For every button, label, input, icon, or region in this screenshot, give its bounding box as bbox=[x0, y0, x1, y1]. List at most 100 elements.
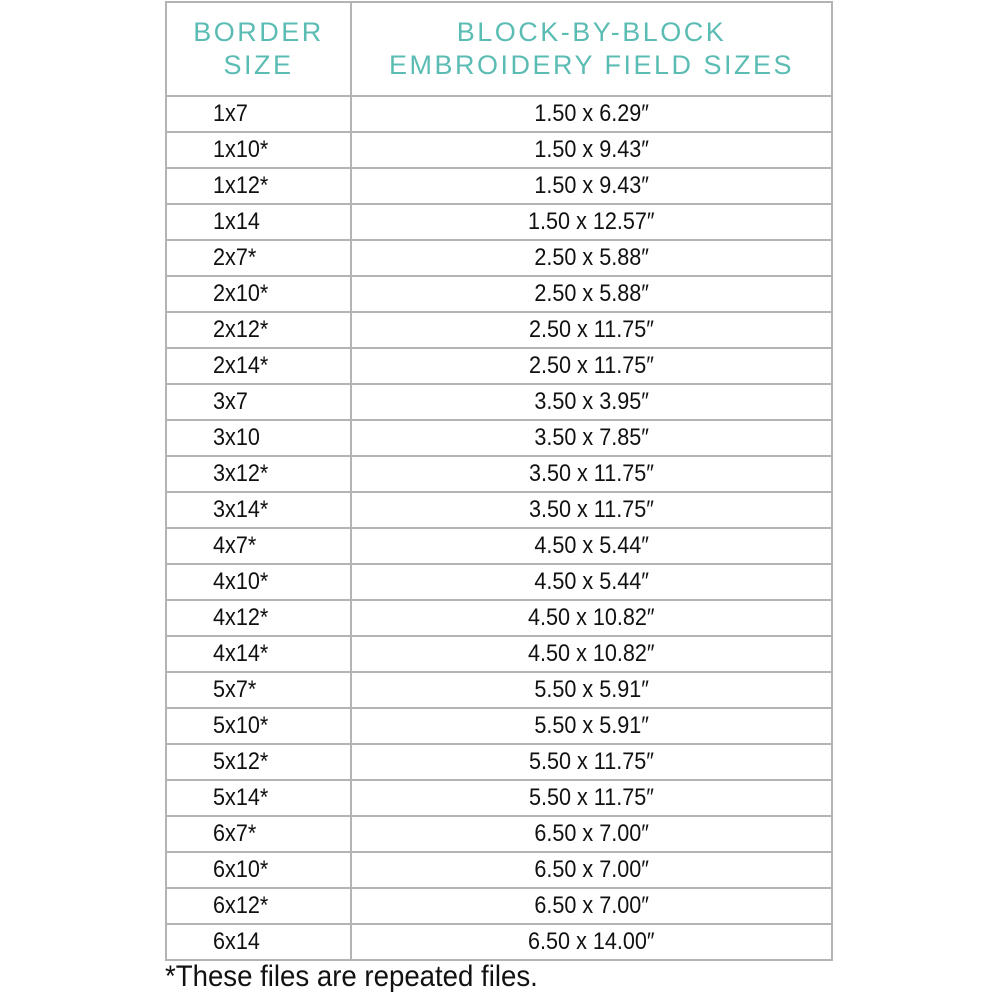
border-size: 1x10* bbox=[213, 136, 269, 163]
field-size-cell: 6.50 x 7.00″ bbox=[350, 887, 833, 925]
field-size-cell: 1.50 x 9.43″ bbox=[350, 131, 833, 169]
border-size: 6x12* bbox=[213, 892, 269, 919]
field-size-cell: 2.50 x 5.88″ bbox=[350, 275, 833, 313]
field-size: 5.50 x 11.75″ bbox=[529, 784, 654, 811]
table-row: 5x10* 5.50 x 5.91″ bbox=[165, 707, 833, 745]
border-size-cell: 3x7 bbox=[165, 383, 352, 421]
table-row: 3x14* 3.50 x 11.75″ bbox=[165, 491, 833, 529]
field-size-cell: 1.50 x 9.43″ bbox=[350, 167, 833, 205]
field-size: 1.50 x 9.43″ bbox=[534, 136, 649, 163]
border-size: 6x10* bbox=[213, 856, 269, 883]
field-size-cell: 6.50 x 7.00″ bbox=[350, 851, 833, 889]
field-size-cell: 2.50 x 5.88″ bbox=[350, 239, 833, 277]
field-size: 4.50 x 10.82″ bbox=[528, 640, 655, 667]
border-size: 3x14* bbox=[213, 496, 269, 523]
border-size-cell: 5x7* bbox=[165, 671, 352, 709]
field-size-cell: 4.50 x 10.82″ bbox=[350, 635, 833, 673]
border-size: 5x14* bbox=[213, 784, 269, 811]
border-size-cell: 6x14 bbox=[165, 923, 352, 961]
field-size-cell: 6.50 x 14.00″ bbox=[350, 923, 833, 961]
header-line: BORDER bbox=[193, 17, 324, 47]
field-size: 5.50 x 5.91″ bbox=[534, 676, 649, 703]
field-size: 2.50 x 5.88″ bbox=[534, 280, 649, 307]
border-size: 6x14 bbox=[213, 928, 260, 955]
border-size-cell: 6x7* bbox=[165, 815, 352, 853]
field-size: 6.50 x 7.00″ bbox=[534, 892, 649, 919]
border-size-cell: 3x14* bbox=[165, 491, 352, 529]
border-size: 3x10 bbox=[213, 424, 260, 451]
border-size-cell: 4x12* bbox=[165, 599, 352, 637]
table-row: 5x14* 5.50 x 11.75″ bbox=[165, 779, 833, 817]
table-row: 1x14 1.50 x 12.57″ bbox=[165, 203, 833, 241]
border-size: 4x14* bbox=[213, 640, 269, 667]
field-size-cell: 3.50 x 3.95″ bbox=[350, 383, 833, 421]
field-size-cell: 2.50 x 11.75″ bbox=[350, 347, 833, 385]
field-size-cell: 4.50 x 10.82″ bbox=[350, 599, 833, 637]
field-size-cell: 2.50 x 11.75″ bbox=[350, 311, 833, 349]
table-row: 6x14 6.50 x 14.00″ bbox=[165, 923, 833, 961]
border-size-cell: 2x10* bbox=[165, 275, 352, 313]
border-size: 4x12* bbox=[213, 604, 269, 631]
field-size: 3.50 x 11.75″ bbox=[529, 460, 654, 487]
table-row: 3x12* 3.50 x 11.75″ bbox=[165, 455, 833, 493]
border-size-cell: 3x10 bbox=[165, 419, 352, 457]
field-size-cell: 4.50 x 5.44″ bbox=[350, 563, 833, 601]
field-size: 1.50 x 6.29″ bbox=[534, 100, 649, 127]
header-row: BORDER SIZE BLOCK-BY-BLOCK EMBROIDERY FIEL… bbox=[165, 1, 833, 97]
field-size-cell: 3.50 x 11.75″ bbox=[350, 455, 833, 493]
field-size-cell: 6.50 x 7.00″ bbox=[350, 815, 833, 853]
field-size-cell: 3.50 x 11.75″ bbox=[350, 491, 833, 529]
border-size-cell: 5x12* bbox=[165, 743, 352, 781]
border-size: 5x12* bbox=[213, 748, 269, 775]
border-size-cell: 5x14* bbox=[165, 779, 352, 817]
border-size: 2x7* bbox=[213, 244, 257, 271]
border-size-cell: 4x14* bbox=[165, 635, 352, 673]
table-row: 4x10* 4.50 x 5.44″ bbox=[165, 563, 833, 601]
table-row: 6x10* 6.50 x 7.00″ bbox=[165, 851, 833, 889]
field-size: 2.50 x 11.75″ bbox=[529, 316, 654, 343]
table-row: 1x7 1.50 x 6.29″ bbox=[165, 95, 833, 133]
field-size-cell: 4.50 x 5.44″ bbox=[350, 527, 833, 565]
field-size: 5.50 x 11.75″ bbox=[529, 748, 654, 775]
field-size-cell: 1.50 x 6.29″ bbox=[350, 95, 833, 133]
border-size-cell: 3x12* bbox=[165, 455, 352, 493]
table-row: 6x7* 6.50 x 7.00″ bbox=[165, 815, 833, 853]
table-row: 5x12* 5.50 x 11.75″ bbox=[165, 743, 833, 781]
embroidery-size-table: BORDER SIZE BLOCK-BY-BLOCK EMBROIDERY FIEL… bbox=[165, 1, 833, 961]
field-size: 4.50 x 10.82″ bbox=[528, 604, 655, 631]
table-row: 3x7 3.50 x 3.95″ bbox=[165, 383, 833, 421]
table-row: 2x14* 2.50 x 11.75″ bbox=[165, 347, 833, 385]
table-row: 2x10* 2.50 x 5.88″ bbox=[165, 275, 833, 313]
border-size-cell: 1x7 bbox=[165, 95, 352, 133]
border-size-cell: 6x10* bbox=[165, 851, 352, 889]
border-size: 1x7 bbox=[213, 100, 248, 127]
field-size: 6.50 x 7.00″ bbox=[534, 856, 649, 883]
border-size-cell: 1x14 bbox=[165, 203, 352, 241]
field-size: 6.50 x 14.00″ bbox=[528, 928, 655, 955]
border-size: 2x10* bbox=[213, 280, 269, 307]
border-size: 1x12* bbox=[213, 172, 269, 199]
border-size-cell: 4x10* bbox=[165, 563, 352, 601]
field-size-cell: 5.50 x 11.75″ bbox=[350, 743, 833, 781]
field-size: 4.50 x 5.44″ bbox=[534, 532, 649, 559]
field-size-cell: 5.50 x 5.91″ bbox=[350, 671, 833, 709]
border-size: 2x12* bbox=[213, 316, 269, 343]
field-size: 6.50 x 7.00″ bbox=[534, 820, 649, 847]
table-row: 2x12* 2.50 x 11.75″ bbox=[165, 311, 833, 349]
field-size-cell: 5.50 x 11.75″ bbox=[350, 779, 833, 817]
field-size: 1.50 x 9.43″ bbox=[534, 172, 649, 199]
header-line: BLOCK-BY-BLOCK bbox=[456, 17, 727, 47]
border-size-cell: 1x12* bbox=[165, 167, 352, 205]
table-row: 1x10* 1.50 x 9.43″ bbox=[165, 131, 833, 169]
header-line: EMBROIDERY FIELD SIZES bbox=[388, 50, 795, 80]
table-row: 4x7* 4.50 x 5.44″ bbox=[165, 527, 833, 565]
table-row: 5x7* 5.50 x 5.91″ bbox=[165, 671, 833, 709]
border-size-cell: 2x7* bbox=[165, 239, 352, 277]
field-size: 5.50 x 5.91″ bbox=[534, 712, 649, 739]
border-size: 6x7* bbox=[213, 820, 257, 847]
field-size-cell: 1.50 x 12.57″ bbox=[350, 203, 833, 241]
table-row: 2x7* 2.50 x 5.88″ bbox=[165, 239, 833, 277]
border-size-cell: 5x10* bbox=[165, 707, 352, 745]
border-size-cell: 2x12* bbox=[165, 311, 352, 349]
field-size: 1.50 x 12.57″ bbox=[528, 208, 655, 235]
